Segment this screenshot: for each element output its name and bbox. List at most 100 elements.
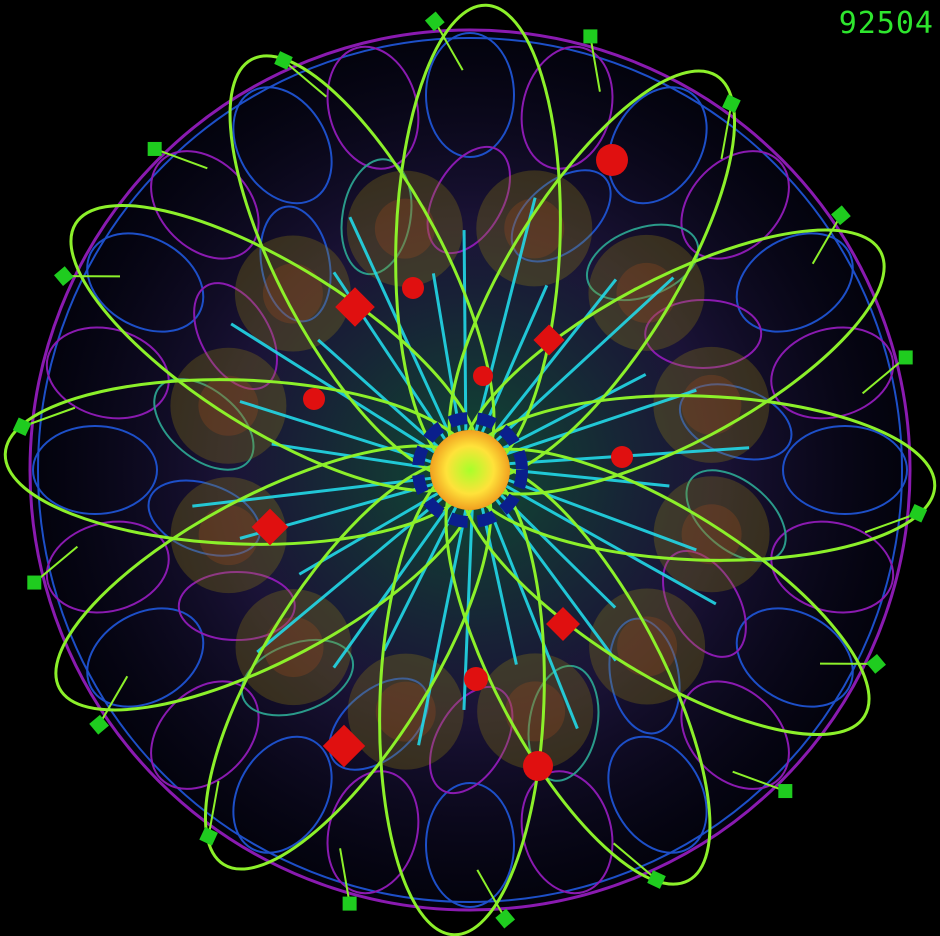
anchor-node bbox=[778, 784, 793, 799]
enemy-orb bbox=[611, 446, 633, 468]
rim-loop bbox=[45, 326, 170, 420]
anchor-node bbox=[54, 266, 74, 287]
energy-cloud bbox=[588, 234, 705, 351]
mid-loop bbox=[608, 617, 681, 735]
mid-loop bbox=[662, 549, 747, 658]
mid-loop bbox=[193, 282, 278, 391]
anchor-nodes bbox=[12, 11, 928, 929]
rim-loop bbox=[735, 232, 854, 333]
energy-cloud-core bbox=[681, 504, 742, 565]
core-ray bbox=[382, 506, 458, 652]
energy-cloud bbox=[234, 235, 351, 352]
energy-cloud bbox=[235, 589, 352, 706]
rim-loop bbox=[425, 782, 515, 908]
anchor-node bbox=[342, 896, 357, 911]
anchor-node bbox=[831, 205, 851, 226]
energy-cloud bbox=[346, 170, 463, 287]
core-ray bbox=[417, 509, 468, 746]
rim-loop bbox=[520, 45, 614, 170]
enemy-orb bbox=[523, 751, 553, 781]
anchor-node bbox=[898, 350, 913, 365]
node-tether bbox=[720, 103, 733, 160]
mid-loop bbox=[510, 169, 612, 263]
rim-loop bbox=[425, 32, 515, 158]
rim-loop bbox=[770, 326, 895, 420]
core-ray bbox=[486, 505, 579, 730]
core-ray bbox=[509, 468, 670, 488]
mid-loop bbox=[644, 298, 763, 369]
anchor-node bbox=[274, 51, 293, 70]
rim-loop bbox=[232, 735, 333, 854]
anchor-node bbox=[583, 29, 598, 44]
rim-loop bbox=[86, 232, 205, 333]
enemy-diamond bbox=[251, 508, 289, 546]
rim-loop bbox=[782, 425, 908, 515]
core-ray bbox=[495, 498, 618, 662]
anchor-node bbox=[647, 870, 666, 889]
core-ray bbox=[500, 494, 617, 609]
anchor-node bbox=[147, 141, 162, 156]
rim-loop bbox=[86, 607, 205, 708]
core-center bbox=[430, 430, 510, 510]
mid-loop bbox=[328, 677, 430, 771]
energy-cloud-core bbox=[198, 375, 259, 436]
core bbox=[412, 412, 528, 528]
anchor-node bbox=[27, 575, 42, 590]
node-tether bbox=[476, 869, 507, 920]
mid-loop bbox=[426, 145, 511, 255]
node-tether bbox=[433, 20, 464, 71]
anchor-node bbox=[12, 417, 32, 437]
anchor-node bbox=[722, 94, 741, 114]
mid-loop bbox=[240, 638, 355, 717]
core-ring bbox=[412, 412, 528, 528]
energy-cloud bbox=[477, 653, 594, 770]
enemy-orb bbox=[473, 366, 493, 386]
rim-loop bbox=[680, 680, 790, 790]
enemy-orb bbox=[402, 277, 424, 299]
rim-loop bbox=[232, 86, 333, 205]
core-ray bbox=[431, 273, 462, 432]
node-tether bbox=[154, 148, 208, 170]
core-ray bbox=[505, 484, 717, 606]
node-tether bbox=[207, 780, 220, 837]
rim-loop bbox=[607, 86, 708, 205]
node-tether bbox=[613, 842, 658, 881]
core-ray bbox=[502, 373, 647, 450]
energy-cloud-core bbox=[681, 374, 742, 435]
energy-cloud-core bbox=[263, 617, 324, 678]
node-tether bbox=[861, 356, 907, 395]
mid-loop bbox=[259, 205, 332, 323]
rim-loop bbox=[326, 45, 420, 170]
rim-loop bbox=[607, 735, 708, 854]
node-tether bbox=[732, 770, 786, 792]
mid-loop bbox=[685, 469, 787, 563]
enemy-orb bbox=[303, 388, 325, 410]
node-tether bbox=[33, 545, 79, 584]
energy-clouds bbox=[170, 170, 770, 770]
rim-loop bbox=[150, 680, 260, 790]
node-tether bbox=[339, 848, 351, 904]
outer-ring bbox=[28, 28, 912, 912]
enemy-diamond bbox=[533, 324, 565, 356]
energy-cloud-core bbox=[198, 505, 259, 566]
energy-cloud-core bbox=[375, 681, 436, 742]
anchor-node bbox=[866, 653, 886, 674]
core-ray bbox=[332, 503, 452, 669]
mid-loop bbox=[153, 377, 255, 471]
mid-loop bbox=[177, 571, 296, 642]
outer-ring-inner bbox=[37, 37, 903, 903]
energy-cloud-core bbox=[617, 616, 678, 677]
energy-cloud bbox=[589, 588, 706, 705]
core-ray bbox=[317, 338, 439, 448]
node-tether bbox=[282, 59, 327, 98]
mid-loop bbox=[527, 664, 600, 782]
energy-cloud-core bbox=[374, 198, 435, 259]
energy-cloud-core bbox=[262, 263, 323, 324]
anchor-node bbox=[908, 503, 928, 523]
anchor-node bbox=[199, 826, 218, 846]
anchor-node bbox=[424, 11, 445, 32]
mid-loop bbox=[147, 479, 262, 557]
rim-loop bbox=[150, 150, 260, 260]
core-ray bbox=[192, 476, 432, 508]
